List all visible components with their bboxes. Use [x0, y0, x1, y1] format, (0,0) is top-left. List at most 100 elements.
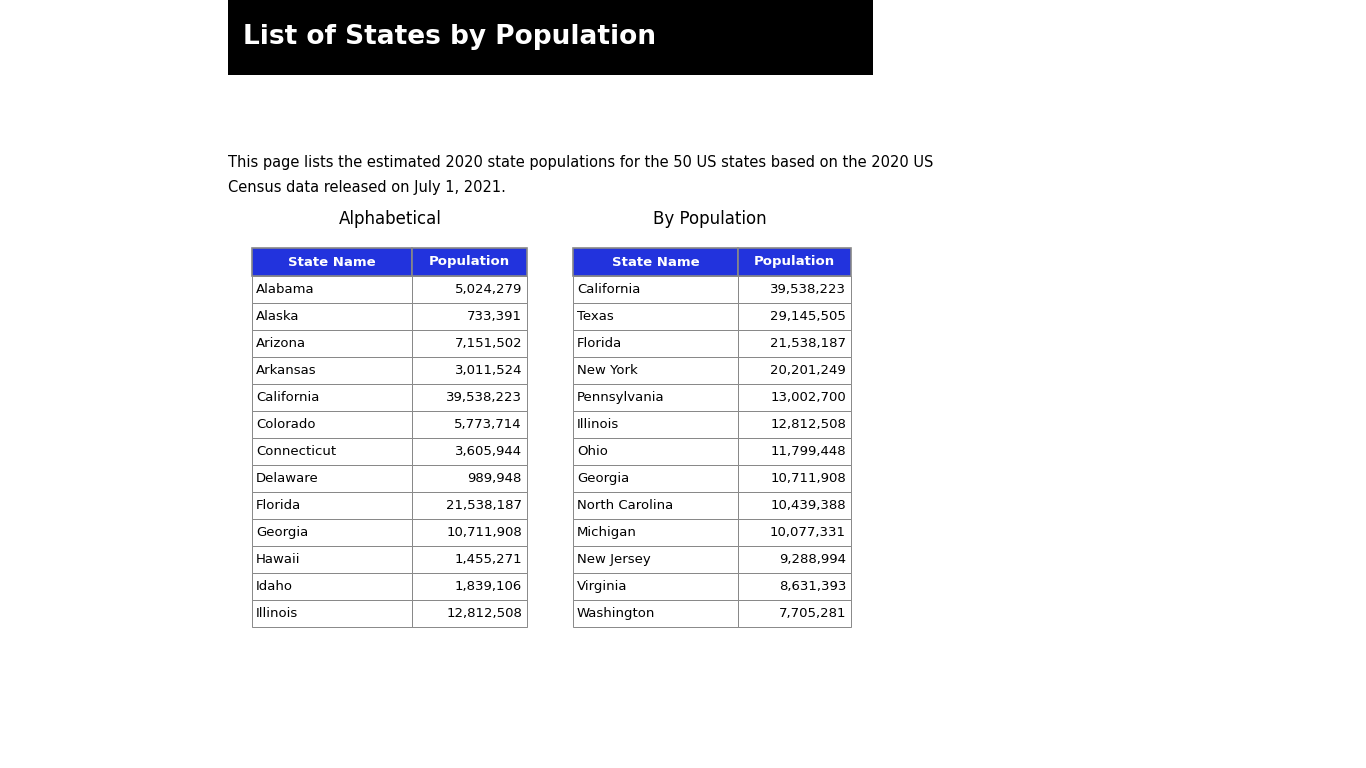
Bar — [413, 384, 527, 411]
Bar — [413, 303, 527, 330]
Text: 1,839,106: 1,839,106 — [455, 580, 522, 593]
Text: 1,455,271: 1,455,271 — [455, 553, 522, 566]
Text: 7,151,502: 7,151,502 — [455, 337, 522, 350]
Bar — [413, 546, 527, 573]
Bar — [572, 546, 738, 573]
Text: 3,605,944: 3,605,944 — [455, 445, 522, 458]
Text: 39,538,223: 39,538,223 — [447, 391, 522, 404]
Text: 5,773,714: 5,773,714 — [455, 418, 522, 431]
Text: Colorado: Colorado — [255, 418, 316, 431]
Text: 3,011,524: 3,011,524 — [455, 364, 522, 377]
Text: Pennsylvania: Pennsylvania — [576, 391, 665, 404]
Bar — [572, 248, 738, 276]
Bar — [251, 276, 413, 303]
Bar — [413, 573, 527, 600]
Text: New Jersey: New Jersey — [576, 553, 650, 566]
Bar — [572, 573, 738, 600]
Text: Washington: Washington — [576, 607, 656, 620]
Bar — [572, 384, 738, 411]
Text: 12,812,508: 12,812,508 — [447, 607, 522, 620]
Text: Delaware: Delaware — [255, 472, 318, 485]
Text: Virginia: Virginia — [576, 580, 627, 593]
Text: 21,538,187: 21,538,187 — [770, 337, 846, 350]
Bar — [738, 303, 851, 330]
Bar — [572, 330, 738, 357]
Text: 13,002,700: 13,002,700 — [770, 391, 846, 404]
Bar — [738, 384, 851, 411]
Bar — [738, 276, 851, 303]
Text: Arkansas: Arkansas — [255, 364, 317, 377]
Text: Arizona: Arizona — [255, 337, 306, 350]
Bar — [738, 248, 851, 276]
Text: Ohio: Ohio — [576, 445, 608, 458]
Bar — [413, 600, 527, 627]
Bar — [738, 411, 851, 438]
Bar — [251, 465, 413, 492]
Text: 10,439,388: 10,439,388 — [770, 499, 846, 512]
Bar — [572, 411, 738, 438]
Bar — [251, 330, 413, 357]
Text: North Carolina: North Carolina — [576, 499, 673, 512]
Bar — [413, 519, 527, 546]
Bar — [251, 384, 413, 411]
Bar — [572, 303, 738, 330]
Text: Census data released on July 1, 2021.: Census data released on July 1, 2021. — [228, 180, 505, 195]
Bar — [251, 357, 413, 384]
Bar — [572, 492, 738, 519]
Text: This page lists the estimated 2020 state populations for the 50 US states based : This page lists the estimated 2020 state… — [228, 155, 933, 170]
Bar — [251, 546, 413, 573]
Text: Florida: Florida — [255, 499, 302, 512]
Text: Hawaii: Hawaii — [255, 553, 301, 566]
Text: Illinois: Illinois — [576, 418, 619, 431]
Bar — [738, 519, 851, 546]
Text: 11,799,448: 11,799,448 — [770, 445, 846, 458]
Bar — [413, 438, 527, 465]
Text: Connecticut: Connecticut — [255, 445, 336, 458]
Text: 12,812,508: 12,812,508 — [770, 418, 846, 431]
Bar — [251, 438, 413, 465]
Bar — [251, 303, 413, 330]
Text: California: California — [255, 391, 320, 404]
Bar — [738, 492, 851, 519]
Text: Alaska: Alaska — [255, 310, 299, 323]
Text: State Name: State Name — [288, 256, 376, 269]
Text: List of States by Population: List of States by Population — [243, 24, 656, 50]
Text: State Name: State Name — [612, 256, 699, 269]
Bar — [738, 465, 851, 492]
Text: Illinois: Illinois — [255, 607, 298, 620]
Text: Florida: Florida — [576, 337, 623, 350]
Bar — [738, 546, 851, 573]
Bar — [572, 438, 738, 465]
Text: By Population: By Population — [653, 210, 766, 228]
Bar — [738, 600, 851, 627]
Text: 5,024,279: 5,024,279 — [455, 283, 522, 296]
Text: 10,711,908: 10,711,908 — [447, 526, 522, 539]
Text: 20,201,249: 20,201,249 — [770, 364, 846, 377]
Text: Population: Population — [754, 256, 835, 269]
Text: 39,538,223: 39,538,223 — [770, 283, 846, 296]
Bar — [738, 357, 851, 384]
Bar — [251, 519, 413, 546]
Text: 733,391: 733,391 — [467, 310, 522, 323]
Bar — [738, 330, 851, 357]
Bar — [413, 492, 527, 519]
Text: 9,288,994: 9,288,994 — [779, 553, 846, 566]
Bar — [572, 600, 738, 627]
Bar — [413, 357, 527, 384]
Bar — [572, 465, 738, 492]
Bar — [738, 438, 851, 465]
Text: Texas: Texas — [576, 310, 613, 323]
Bar — [413, 411, 527, 438]
Bar — [413, 465, 527, 492]
Text: 10,711,908: 10,711,908 — [770, 472, 846, 485]
Text: Georgia: Georgia — [255, 526, 309, 539]
Bar — [251, 600, 413, 627]
Bar — [413, 330, 527, 357]
Text: Georgia: Georgia — [576, 472, 630, 485]
Text: 7,705,281: 7,705,281 — [779, 607, 846, 620]
Bar — [228, 0, 873, 75]
Text: 21,538,187: 21,538,187 — [447, 499, 522, 512]
Bar — [251, 492, 413, 519]
Bar — [413, 276, 527, 303]
Bar — [413, 248, 527, 276]
